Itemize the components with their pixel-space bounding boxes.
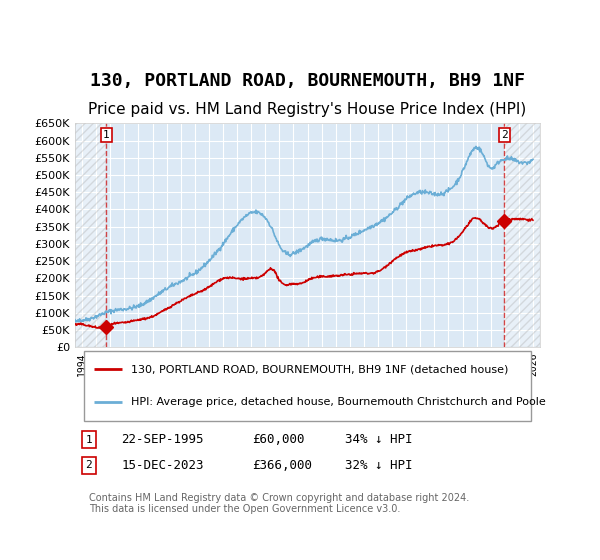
- Bar: [75, 123, 106, 347]
- Bar: [504, 123, 540, 347]
- Text: 2: 2: [86, 460, 92, 470]
- Text: 34% ↓ HPI: 34% ↓ HPI: [344, 433, 412, 446]
- Text: Price paid vs. HM Land Registry's House Price Index (HPI): Price paid vs. HM Land Registry's House …: [88, 102, 527, 116]
- Text: £366,000: £366,000: [252, 459, 312, 472]
- Text: 2: 2: [501, 130, 508, 140]
- Text: 130, PORTLAND ROAD, BOURNEMOUTH, BH9 1NF (detached house): 130, PORTLAND ROAD, BOURNEMOUTH, BH9 1NF…: [131, 364, 508, 374]
- Text: 1: 1: [86, 435, 92, 445]
- Text: 32% ↓ HPI: 32% ↓ HPI: [344, 459, 412, 472]
- FancyBboxPatch shape: [84, 351, 531, 421]
- Text: 22-SEP-1995: 22-SEP-1995: [121, 433, 204, 446]
- Text: 15-DEC-2023: 15-DEC-2023: [121, 459, 204, 472]
- Text: 130, PORTLAND ROAD, BOURNEMOUTH, BH9 1NF: 130, PORTLAND ROAD, BOURNEMOUTH, BH9 1NF: [90, 72, 525, 90]
- Text: HPI: Average price, detached house, Bournemouth Christchurch and Poole: HPI: Average price, detached house, Bour…: [131, 397, 545, 407]
- Text: 1: 1: [103, 130, 110, 140]
- Text: Contains HM Land Registry data © Crown copyright and database right 2024.
This d: Contains HM Land Registry data © Crown c…: [89, 493, 469, 514]
- Text: £60,000: £60,000: [252, 433, 304, 446]
